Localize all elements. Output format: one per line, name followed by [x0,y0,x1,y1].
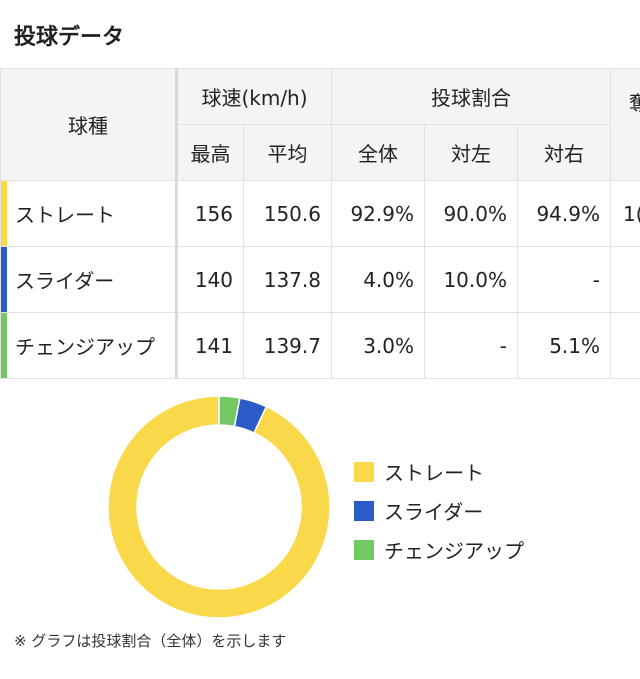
ratio-all-cell: 3.0% [331,312,425,379]
ratio-vs-right-cell: 5.1% [517,312,611,379]
pitch-data-table-container[interactable]: 球種 球速(km/h) 投球割合 奪 最高 平均 全体 対左 対右 ストレート … [0,68,640,379]
header-speed-avg: 平均 [243,124,332,181]
pitch-name-cell: チェンジアップ [0,312,178,379]
legend-label: スライダー [384,500,484,524]
pitch-name: チェンジアップ [15,335,155,359]
legend-item: スライダー [354,491,524,530]
table-row: スライダー 140 137.8 4.0% 10.0% - [0,246,640,313]
pitch-color-bar [1,247,7,312]
legend-item: ストレート [354,452,524,491]
header-speed-group: 球速(km/h) [176,68,332,125]
ratio-all-cell: 92.9% [331,180,425,247]
legend-label: ストレート [384,461,484,485]
legend-label: チェンジアップ [384,539,524,563]
ratio-vs-left-cell: - [424,312,518,379]
ratio-vs-right-cell: - [517,246,611,313]
pitch-name-cell: ストレート [0,180,178,247]
header-ratio-vs-right: 対右 [517,124,611,181]
table-row: ストレート 156 150.6 92.9% 90.0% 94.9% 1( [0,180,640,247]
donut-slice-3 [218,396,241,428]
table-row: チェンジアップ 141 139.7 3.0% - 5.1% [0,312,640,379]
pitch-name: ストレート [15,203,115,227]
header-speed-max: 最高 [176,124,244,181]
donut-slice-1 [108,396,330,618]
chart-legend: ストレート スライダー チェンジアップ [354,452,524,569]
legend-swatch [354,539,374,560]
speed-max-cell: 140 [176,246,244,313]
ratio-vs-left-cell: 90.0% [424,180,518,247]
header-ratio-vs-left: 対左 [424,124,518,181]
pitch-color-bar [1,181,7,246]
extra-cell [610,246,640,313]
header-extra-group: 奪 [610,68,640,181]
ratio-vs-left-cell: 10.0% [424,246,518,313]
speed-max-cell: 141 [176,312,244,379]
legend-swatch [354,500,374,521]
speed-avg-cell: 137.8 [243,246,332,313]
pitch-ratio-donut-chart [108,396,330,618]
ratio-vs-right-cell: 94.9% [517,180,611,247]
legend-swatch [354,461,374,482]
extra-cell [610,312,640,379]
section-title: 投球データ [14,25,125,50]
pitch-data-table: 球種 球速(km/h) 投球割合 奪 最高 平均 全体 対左 対右 ストレート … [0,68,640,379]
header-ratio-all: 全体 [331,124,425,181]
pitch-name-cell: スライダー [0,246,178,313]
speed-max-cell: 156 [176,180,244,247]
speed-avg-cell: 139.7 [243,312,332,379]
speed-avg-cell: 150.6 [243,180,332,247]
ratio-all-cell: 4.0% [331,246,425,313]
legend-item: チェンジアップ [354,530,524,569]
chart-note: ※ グラフは投球割合（全体）を示します [14,632,287,650]
header-ratio-group: 投球割合 [331,68,611,125]
extra-cell: 1( [610,180,640,247]
pitch-color-bar [1,313,7,378]
pitch-name: スライダー [15,269,115,293]
header-pitch-type: 球種 [0,68,178,181]
